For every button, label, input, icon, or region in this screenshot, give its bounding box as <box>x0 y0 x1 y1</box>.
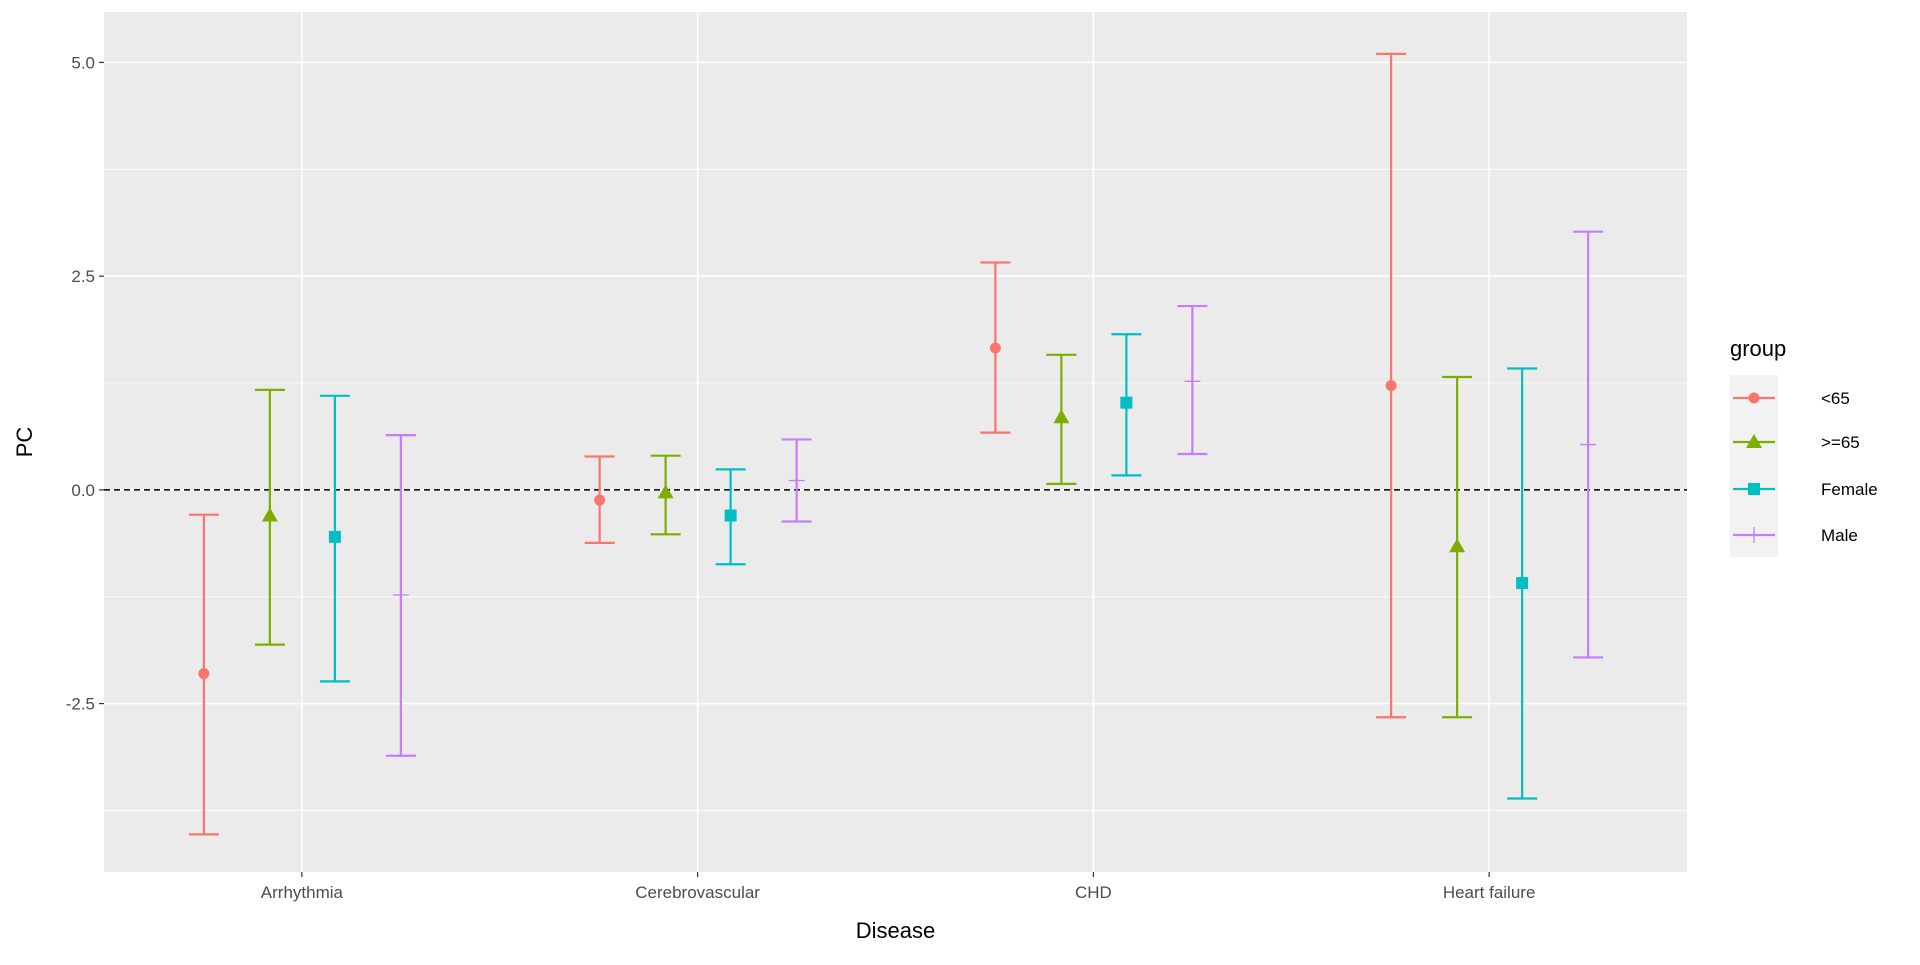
legend-label: Male <box>1821 526 1858 545</box>
data-point <box>989 342 1001 354</box>
data-point <box>1184 373 1201 390</box>
data-point <box>1053 409 1070 424</box>
data-point <box>657 484 674 499</box>
x-tick-label: Heart failure <box>1443 883 1536 902</box>
data-point <box>198 668 210 680</box>
legend-key-marker <box>1746 527 1762 543</box>
x-tick-label: Cerebrovascular <box>635 883 760 902</box>
legend-key-marker <box>1748 392 1760 404</box>
y-tick-label: -2.5 <box>66 695 95 714</box>
data-point <box>1580 436 1597 453</box>
x-axis-title: Disease <box>856 918 935 943</box>
data-point <box>1120 396 1133 409</box>
x-tick-label: Arrhythmia <box>261 883 344 902</box>
legend-key-marker <box>1748 483 1760 495</box>
legend-label: >=65 <box>1821 433 1860 452</box>
legend-label: Female <box>1821 480 1878 499</box>
y-tick-label: 5.0 <box>71 53 95 72</box>
data-point <box>594 494 606 506</box>
data-point <box>261 507 278 522</box>
y-tick-label: 0.0 <box>71 481 95 500</box>
plot-panel <box>104 12 1687 872</box>
data-point <box>788 472 805 489</box>
data-point <box>1449 538 1466 553</box>
legend-key-marker <box>1746 434 1762 448</box>
legend-key-background <box>1730 375 1778 557</box>
data-point <box>392 587 409 604</box>
legend-title: group <box>1730 336 1786 361</box>
legend-label: <65 <box>1821 389 1850 408</box>
data-point <box>724 509 737 522</box>
y-tick-label: 2.5 <box>71 267 95 286</box>
y-axis-title: PC <box>12 427 37 458</box>
data-point <box>328 530 341 543</box>
x-tick-label: CHD <box>1075 883 1112 902</box>
data-point <box>1516 577 1529 590</box>
data-point <box>1385 380 1397 392</box>
